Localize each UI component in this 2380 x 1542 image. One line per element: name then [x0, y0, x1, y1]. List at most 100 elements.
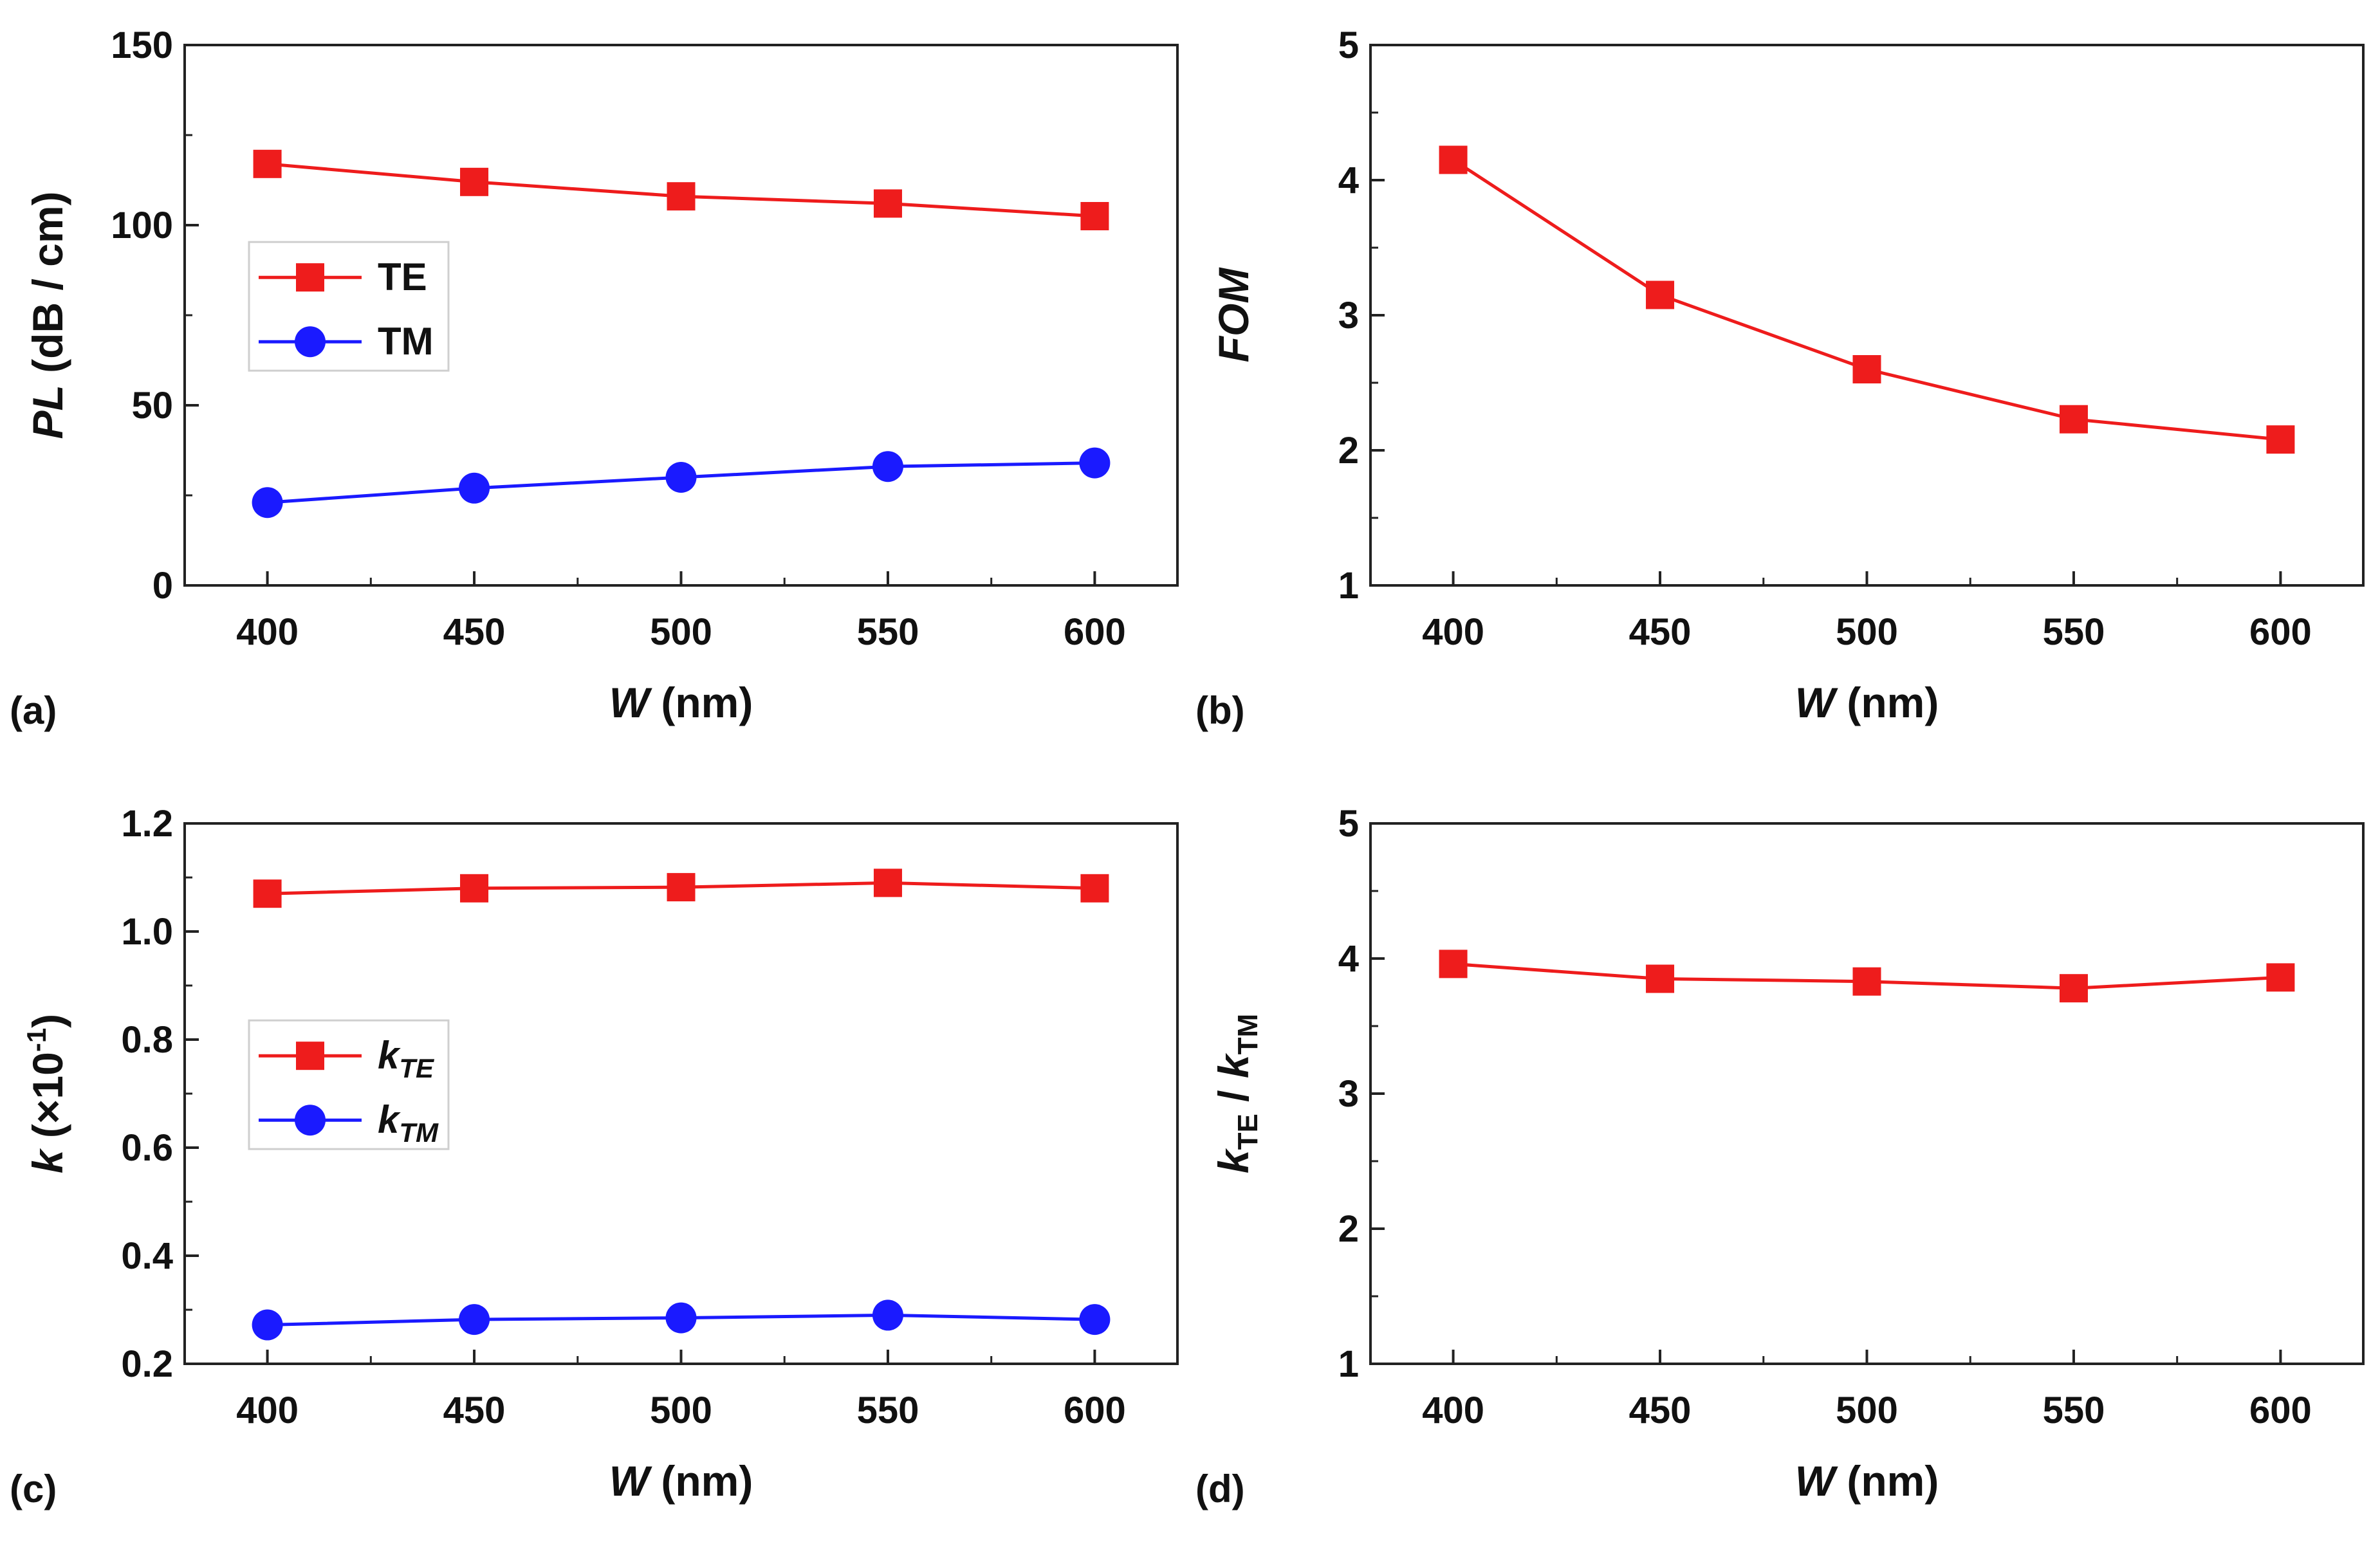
y-tick-label: 50: [131, 385, 173, 427]
legend: TE TM: [248, 241, 450, 372]
data-point-square: [460, 874, 489, 903]
legend: kTE kTM: [248, 1019, 450, 1150]
x-tick-label: 550: [2043, 611, 2105, 653]
data-point-circle: [665, 1302, 697, 1334]
plot-frame: [1369, 44, 2365, 587]
panel-d: 400 450 500 550 600 1 2 3 4 5 W (nm) kTE / kTM (d): [1195, 803, 2365, 1510]
series-0: [1439, 950, 2295, 1003]
x-tick-label: 450: [1629, 611, 1692, 653]
x-axis-label: W (nm): [609, 1457, 753, 1505]
data-point-square: [1646, 280, 1675, 309]
data-point-square: [1852, 967, 1881, 996]
y-tick-label: 3: [1338, 1073, 1359, 1115]
y-axis-label: k (×10-1): [21, 1014, 71, 1173]
x-tick-label: 600: [1064, 1390, 1126, 1431]
x-tick-label: 500: [1836, 1390, 1898, 1431]
x-tick-label: 600: [2249, 611, 2312, 653]
y-tick-label: 5: [1338, 24, 1359, 66]
x-axis: 400 450 500 550 600: [236, 1350, 1126, 1431]
panel-c: 400 450 500 550 600 0.2 0.4 0.6 0.8 1.0 1.2 W (nm) k…: [10, 803, 1179, 1510]
data-point-square: [1439, 950, 1468, 978]
y-tick-label: 150: [111, 24, 173, 66]
y-tick-label: 1: [1338, 565, 1359, 607]
series-0: [253, 149, 1109, 230]
y-axis: 1 2 3 4 5: [1338, 24, 1385, 607]
y-tick-label: 1.2: [121, 803, 173, 845]
x-tick-label: 550: [2043, 1390, 2105, 1431]
y-axis-label: FOM: [1210, 267, 1257, 363]
y-tick-label: 2: [1338, 430, 1359, 472]
x-tick-label: 500: [650, 611, 712, 653]
x-axis-label: W (nm): [609, 679, 753, 726]
data-point-circle: [459, 1304, 490, 1335]
legend-label: TE: [378, 255, 427, 298]
x-tick-label: 550: [857, 1390, 919, 1431]
x-axis-label: W (nm): [1795, 679, 1939, 726]
x-axis-label: W (nm): [1795, 1457, 1939, 1505]
y-tick-label: 5: [1338, 803, 1359, 845]
series-1: [252, 447, 1111, 519]
y-axis-label: kTE / kTM: [1210, 1014, 1264, 1173]
y-tick-label: 100: [111, 205, 173, 246]
x-tick-label: 400: [236, 1390, 299, 1431]
data-point-circle: [1079, 447, 1111, 479]
y-tick-label: 0.4: [121, 1235, 173, 1277]
data-point-square: [873, 189, 902, 218]
y-tick-label: 1: [1338, 1343, 1359, 1385]
legend-label: TM: [378, 320, 434, 363]
y-tick-label: 2: [1338, 1208, 1359, 1250]
data-point-square: [1852, 355, 1881, 383]
x-tick-label: 450: [443, 1390, 506, 1431]
panel-label: (c): [10, 1467, 57, 1510]
legend-circle: [295, 326, 326, 358]
y-axis: 0.2 0.4 0.6 0.8 1.0 1.2: [121, 803, 199, 1385]
data-point-circle: [872, 451, 903, 482]
x-tick-label: 450: [443, 611, 506, 653]
data-point-circle: [252, 487, 283, 519]
x-tick-label: 500: [1836, 611, 1898, 653]
x-axis: 400 450 500 550 600: [236, 571, 1126, 653]
y-tick-label: 0.2: [121, 1343, 173, 1385]
y-tick-label: 4: [1338, 160, 1359, 201]
x-tick-label: 550: [857, 611, 919, 653]
data-point-square: [2059, 405, 2088, 434]
data-point-circle: [1079, 1304, 1111, 1335]
data-point-square: [667, 873, 696, 902]
data-point-square: [2266, 963, 2295, 992]
data-point-square: [2059, 974, 2088, 1003]
data-point-square: [253, 879, 282, 908]
series-0: [1439, 145, 2295, 454]
plot-frame: [1369, 822, 2365, 1365]
x-tick-label: 450: [1629, 1390, 1692, 1431]
legend-square: [296, 1042, 324, 1070]
data-point-square: [1646, 964, 1675, 993]
y-tick-label: 0.6: [121, 1127, 173, 1169]
data-point-square: [2266, 425, 2295, 454]
data-point-square: [253, 149, 282, 178]
y-tick-label: 0: [152, 565, 173, 607]
x-tick-label: 400: [236, 611, 299, 653]
y-axis-label: PL (dB / cm): [24, 191, 71, 439]
data-point-circle: [252, 1309, 283, 1341]
legend-square: [296, 263, 324, 292]
data-point-square: [1439, 145, 1468, 174]
x-tick-label: 600: [2249, 1390, 2312, 1431]
x-tick-label: 400: [1422, 611, 1484, 653]
x-tick-label: 500: [650, 1390, 712, 1431]
panel-label: (a): [10, 689, 57, 732]
series-line: [1452, 158, 2281, 441]
data-point-circle: [872, 1299, 903, 1331]
legend-label: kTE: [378, 1034, 435, 1083]
y-axis: 1 2 3 4 5: [1338, 803, 1385, 1385]
data-point-square: [873, 868, 902, 897]
panel-a: 400 450 500 550 600 0 50 100 150 W (nm) PL (dB / c…: [10, 24, 1179, 732]
series-0: [253, 868, 1109, 908]
data-point-square: [460, 167, 489, 196]
y-tick-label: 1.0: [121, 911, 173, 953]
data-point-circle: [665, 462, 697, 493]
y-axis: 0 50 100 150: [111, 24, 199, 607]
x-tick-label: 600: [1064, 611, 1126, 653]
data-point-square: [1080, 874, 1109, 903]
legend-circle: [295, 1105, 326, 1136]
data-point-square: [667, 182, 696, 211]
